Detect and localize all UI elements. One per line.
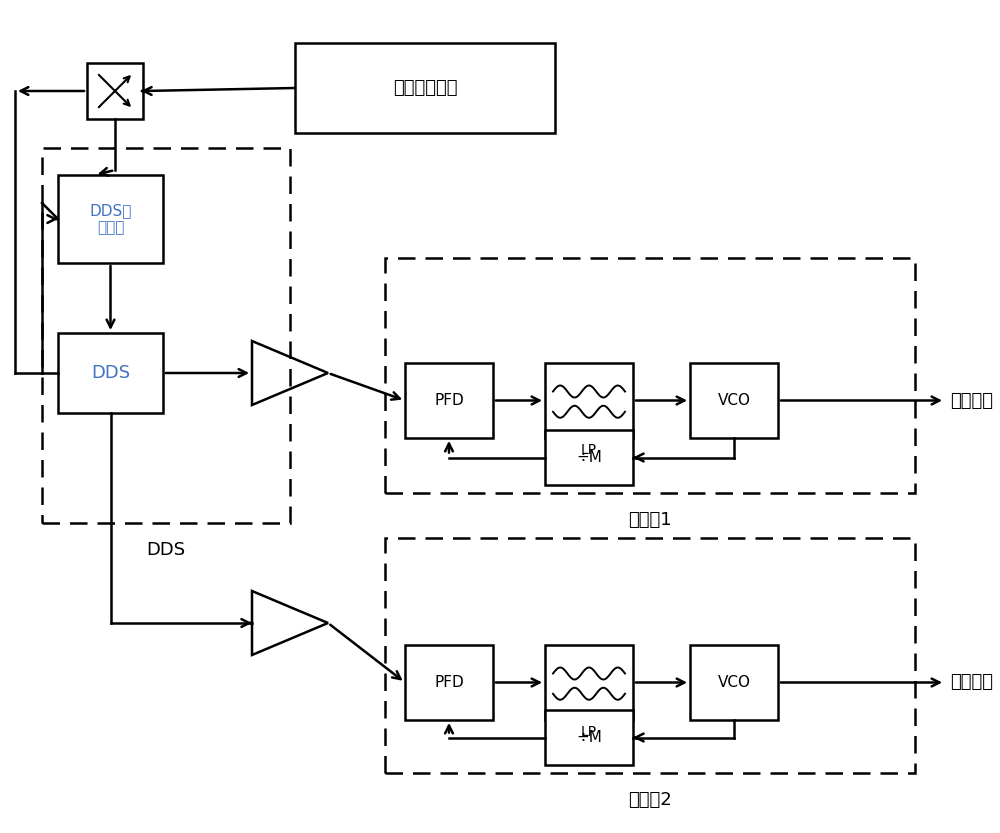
Text: PFD: PFD: [434, 675, 464, 690]
Bar: [385, 258, 915, 493]
Text: ÷M: ÷M: [576, 730, 602, 745]
Text: PFD: PFD: [434, 393, 464, 408]
Bar: [545, 645, 633, 720]
Text: 发射本振: 发射本振: [950, 392, 993, 410]
Bar: [545, 710, 633, 765]
Text: LP: LP: [581, 443, 597, 457]
Bar: [405, 363, 493, 438]
Text: ÷M: ÷M: [576, 450, 602, 465]
Text: DDS: DDS: [91, 364, 130, 382]
Bar: [42, 148, 290, 523]
Text: 接收本振: 接收本振: [950, 674, 993, 691]
Text: 锁相环1: 锁相环1: [628, 511, 672, 529]
Bar: [58, 333, 163, 413]
Text: VCO: VCO: [718, 675, 750, 690]
Text: DDS: DDS: [146, 541, 186, 559]
Text: LP: LP: [581, 725, 597, 739]
Text: 高稳时钟模块: 高稳时钟模块: [393, 79, 457, 97]
Bar: [545, 363, 633, 438]
Bar: [385, 538, 915, 773]
Text: 锁相环2: 锁相环2: [628, 791, 672, 809]
Bar: [545, 430, 633, 485]
Text: DDS配
置模块: DDS配 置模块: [89, 202, 132, 235]
Bar: [295, 43, 555, 133]
Bar: [690, 363, 778, 438]
Text: VCO: VCO: [718, 393, 750, 408]
Bar: [58, 175, 163, 263]
Bar: [87, 63, 143, 119]
Bar: [405, 645, 493, 720]
Bar: [690, 645, 778, 720]
